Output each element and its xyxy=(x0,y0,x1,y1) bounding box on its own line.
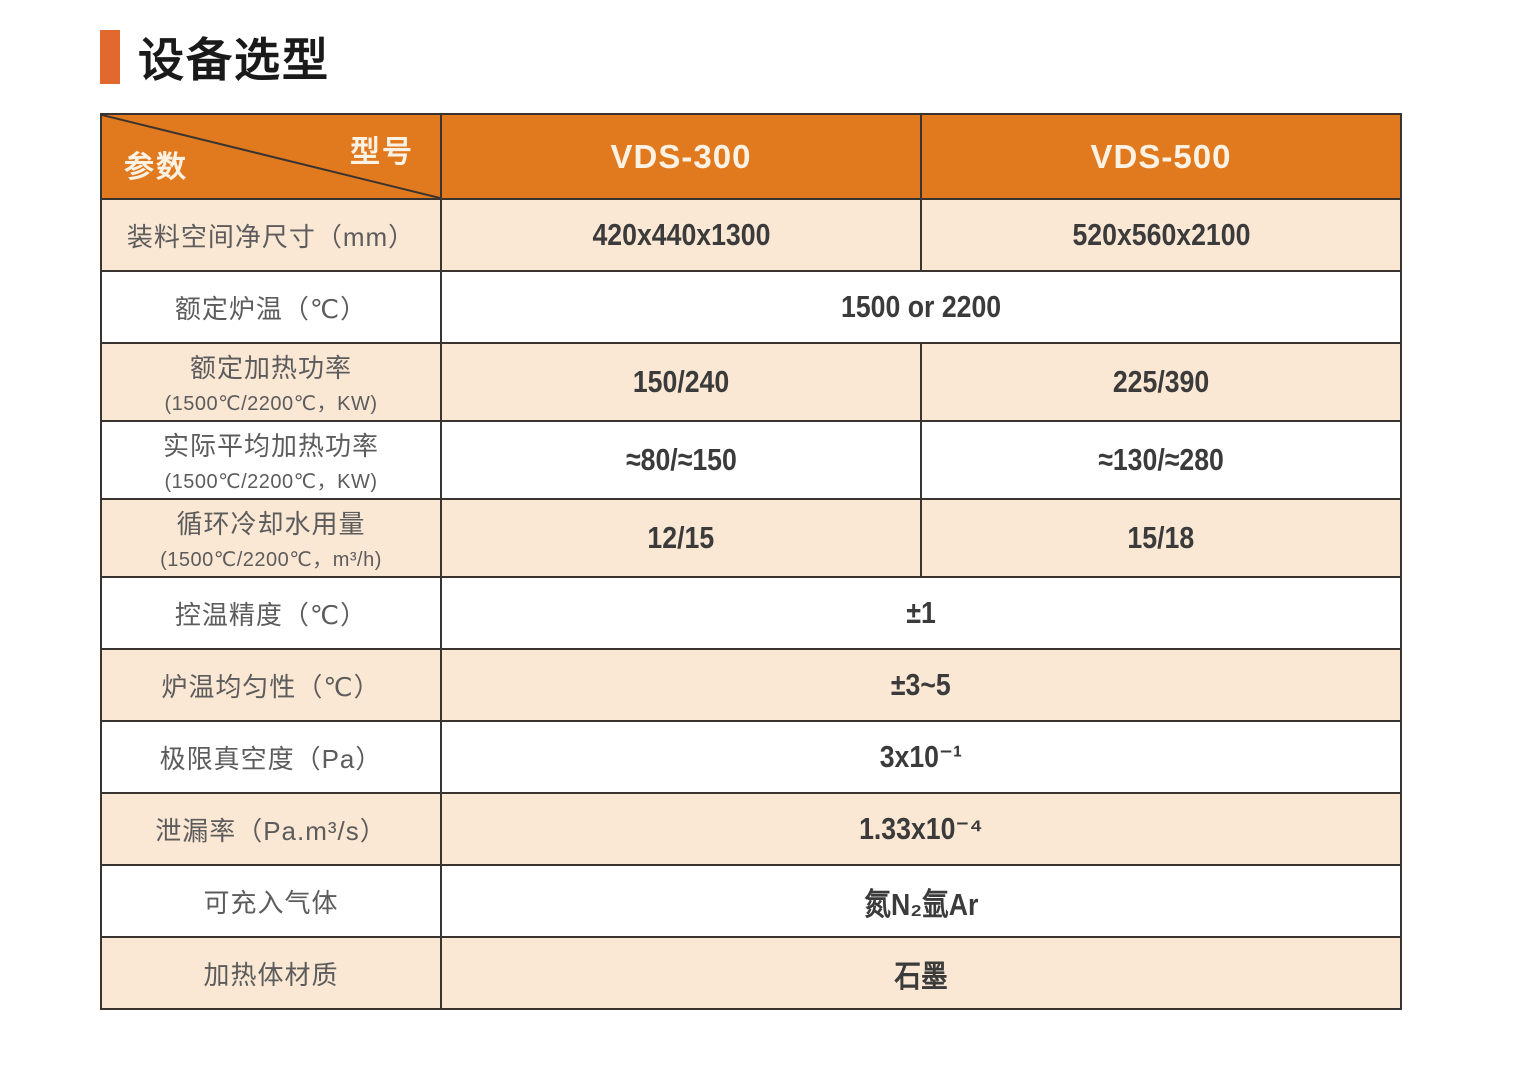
row-label-cell: 装料空间净尺寸（mm） xyxy=(100,198,442,272)
row-value-vds-500: ≈130/≈280 xyxy=(920,420,1402,500)
row-value-vds-500: 15/18 xyxy=(920,498,1402,578)
row-label: 循环冷却水用量 xyxy=(176,509,366,539)
row-value-both: 石墨 xyxy=(440,936,1402,1010)
row-label-cell: 控温精度（℃） xyxy=(100,576,442,650)
row-label: 装料空间净尺寸（mm） xyxy=(126,221,416,252)
table-row-cooling-water: 循环冷却水用量 (1500℃/2200℃，m³/h) 12/15 15/18 xyxy=(100,498,1402,578)
diagonal-divider xyxy=(102,115,440,198)
row-value-vds-500: 520x560x2100 xyxy=(920,198,1402,272)
row-value-vds-300: 150/240 xyxy=(440,342,922,422)
row-label-cell: 额定炉温（℃） xyxy=(100,270,442,344)
table-row-temp-uniformity: 炉温均匀性（℃） ±3~5 xyxy=(100,648,1402,722)
table-row-rated-temp: 额定炉温（℃） 1500 or 2200 xyxy=(100,270,1402,344)
section-title: 设备选型 xyxy=(100,24,330,90)
table-row-actual-power: 实际平均加热功率 (1500℃/2200℃，KW) ≈80/≈150 ≈130/… xyxy=(100,420,1402,500)
row-label-cell: 实际平均加热功率 (1500℃/2200℃，KW) xyxy=(100,420,442,500)
column-header-vds-500: VDS-500 xyxy=(920,113,1402,200)
row-value-both: 1.33x10⁻⁴ xyxy=(440,792,1402,866)
row-value-vds-300: 420x440x1300 xyxy=(440,198,922,272)
row-label: 额定炉温（℃） xyxy=(174,293,368,324)
row-label-cell: 炉温均匀性（℃） xyxy=(100,648,442,722)
corner-label-parameter: 参数 xyxy=(124,151,188,184)
spec-table: 型号 参数 VDS-300 VDS-500 装料空间净尺寸（mm） 420x44… xyxy=(100,113,1402,1010)
row-label: 泄漏率（Pa.m³/s） xyxy=(155,815,387,846)
table-row-loading-space: 装料空间净尺寸（mm） 420x440x1300 520x560x2100 xyxy=(100,198,1402,272)
row-label-sub: (1500℃/2200℃，KW) xyxy=(164,471,378,493)
row-label-sub: (1500℃/2200℃，KW) xyxy=(164,393,378,415)
row-label: 炉温均匀性（℃） xyxy=(161,671,381,702)
row-label: 可充入气体 xyxy=(203,887,339,918)
table-row-heater-material: 加热体材质 石墨 xyxy=(100,936,1402,1010)
row-label-cell: 循环冷却水用量 (1500℃/2200℃，m³/h) xyxy=(100,498,442,578)
row-label-cell: 加热体材质 xyxy=(100,936,442,1010)
row-label-cell: 泄漏率（Pa.m³/s） xyxy=(100,792,442,866)
row-value-both: ±3~5 xyxy=(440,648,1402,722)
row-label-cell: 额定加热功率 (1500℃/2200℃，KW) xyxy=(100,342,442,422)
row-label: 实际平均加热功率 xyxy=(162,431,379,461)
row-label-cell: 可充入气体 xyxy=(100,864,442,938)
table-row-fill-gas: 可充入气体 氮N₂氩Ar xyxy=(100,864,1402,938)
row-value-vds-500: 225/390 xyxy=(920,342,1402,422)
row-label: 极限真空度（Pa） xyxy=(159,743,383,774)
row-label-sub: (1500℃/2200℃，m³/h) xyxy=(160,549,382,571)
row-value-both: 1500 or 2200 xyxy=(440,270,1402,344)
column-header-vds-300: VDS-300 xyxy=(440,113,922,200)
corner-label-model: 型号 xyxy=(350,136,414,169)
table-row-rated-power: 额定加热功率 (1500℃/2200℃，KW) 150/240 225/390 xyxy=(100,342,1402,422)
table-row-leak-rate: 泄漏率（Pa.m³/s） 1.33x10⁻⁴ xyxy=(100,792,1402,866)
header-corner-cell: 型号 参数 xyxy=(100,113,442,200)
row-label: 控温精度（℃） xyxy=(174,599,368,630)
row-value-vds-300: ≈80/≈150 xyxy=(440,420,922,500)
row-label-cell: 极限真空度（Pa） xyxy=(100,720,442,794)
table-row-temp-accuracy: 控温精度（℃） ±1 xyxy=(100,576,1402,650)
page-title: 设备选型 xyxy=(138,34,330,86)
table-row-ultimate-vacuum: 极限真空度（Pa） 3x10⁻¹ xyxy=(100,720,1402,794)
row-value-both: ±1 xyxy=(440,576,1402,650)
row-label: 额定加热功率 xyxy=(189,353,352,383)
row-label: 加热体材质 xyxy=(203,959,339,990)
row-value-vds-300: 12/15 xyxy=(440,498,922,578)
row-value-both: 氮N₂氩Ar xyxy=(440,864,1402,938)
title-accent-bar xyxy=(100,30,120,84)
row-value-both: 3x10⁻¹ xyxy=(440,720,1402,794)
header-row: 型号 参数 VDS-300 VDS-500 xyxy=(100,113,1402,200)
